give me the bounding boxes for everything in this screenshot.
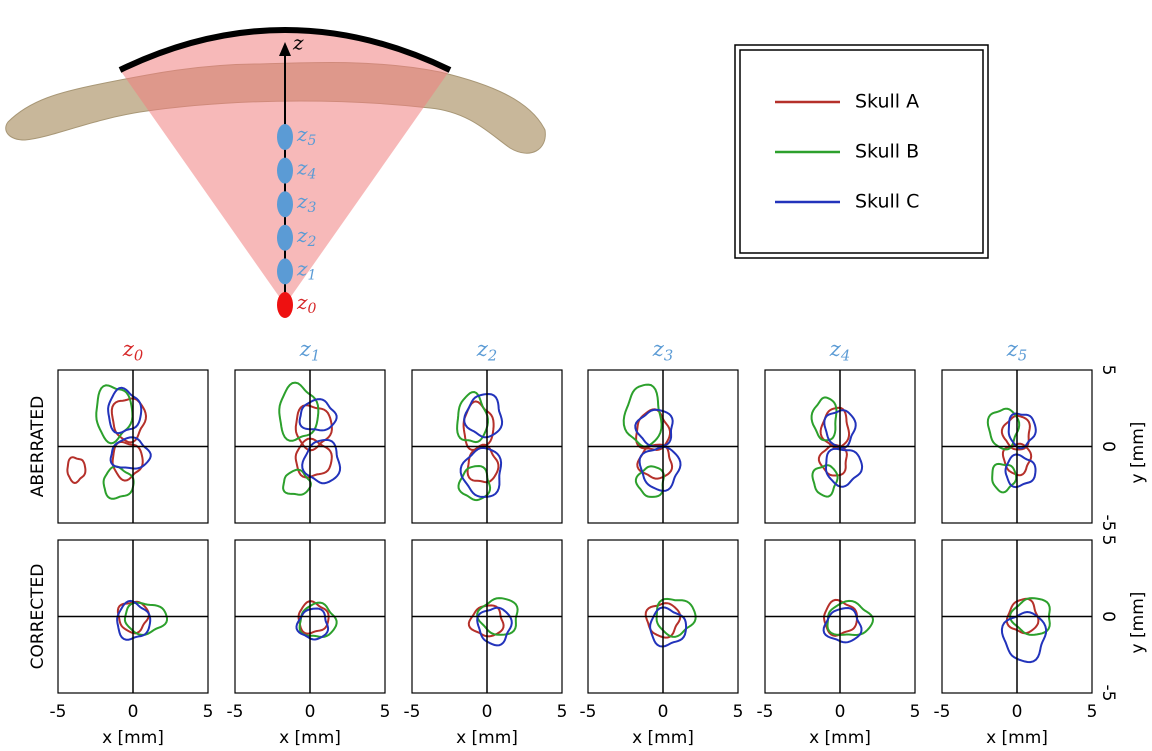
- x-axis-label: x [mm]: [456, 728, 518, 748]
- label-sub: 3: [664, 347, 673, 364]
- x-tick-label: 5: [557, 702, 568, 722]
- x-tick-label: -5: [580, 702, 597, 722]
- label-base: z: [652, 337, 665, 361]
- label-sub: 0: [308, 301, 317, 317]
- x-tick-label: 5: [1087, 702, 1098, 722]
- subscript-label: z4: [829, 337, 850, 365]
- subscript-label: z0: [122, 337, 143, 365]
- x-tick-label: 5: [203, 702, 214, 722]
- x-tick-label: -5: [404, 702, 421, 722]
- label-sub: 5: [308, 133, 317, 149]
- row-label: ABERRATED: [28, 396, 48, 498]
- focus-point: [277, 124, 293, 150]
- row-label: CORRECTED: [28, 564, 48, 670]
- label-base: z: [476, 337, 489, 361]
- subscript-label: z2: [476, 337, 497, 365]
- label-sub: 2: [487, 347, 497, 364]
- x-axis-label: x [mm]: [986, 728, 1048, 748]
- y-tick-label: 5: [1098, 535, 1118, 546]
- x-axis-label: x [mm]: [102, 728, 164, 748]
- x-tick-label: -5: [934, 702, 951, 722]
- x-tick-label: 0: [1012, 702, 1023, 722]
- x-tick-label: 5: [380, 702, 391, 722]
- x-axis-label: x [mm]: [809, 728, 871, 748]
- label-base: z: [296, 256, 308, 280]
- label-sub: 1: [308, 267, 317, 283]
- x-tick-label: 0: [482, 702, 493, 722]
- y-tick-label: -5: [1098, 515, 1118, 532]
- x-axis-label: x [mm]: [632, 728, 694, 748]
- focus-point: [277, 258, 293, 284]
- axis-label: z: [292, 31, 304, 55]
- legend-label: Skull A: [855, 91, 919, 113]
- label-base: z: [296, 290, 308, 314]
- label-sub: 1: [311, 347, 320, 364]
- y-tick-label: 0: [1098, 441, 1118, 452]
- legend-label: Skull C: [855, 191, 919, 213]
- x-tick-label: 5: [910, 702, 921, 722]
- x-tick-label: 0: [835, 702, 846, 722]
- label-base: z: [829, 337, 842, 361]
- x-tick-label: -5: [50, 702, 67, 722]
- x-tick-label: 0: [658, 702, 669, 722]
- focus-point: [277, 225, 293, 251]
- figure: z z5z4z3z2z1z0Skull ASkull BSkull Cz0ABE…: [0, 0, 1152, 751]
- y-tick-label: -5: [1098, 685, 1118, 702]
- subscript-label: z5: [1006, 337, 1027, 365]
- label-base: z: [299, 337, 312, 361]
- y-tick-label: 0: [1098, 611, 1118, 622]
- subscript-label: z3: [652, 337, 673, 365]
- label-sub: 4: [840, 347, 850, 364]
- focus-point: [277, 191, 293, 217]
- label-sub: 0: [134, 347, 143, 364]
- x-tick-label: 0: [305, 702, 316, 722]
- x-tick-label: -5: [227, 702, 244, 722]
- label-base: z: [296, 222, 308, 246]
- label-base: z: [122, 337, 135, 361]
- x-tick-label: -5: [757, 702, 774, 722]
- subscript-label: z0: [296, 290, 317, 318]
- y-axis-label: y [mm]: [1128, 592, 1148, 654]
- focus-origin: [277, 292, 293, 318]
- label-sub: 4: [307, 167, 317, 183]
- label-base: z: [296, 155, 308, 179]
- y-tick-label: 5: [1098, 365, 1118, 376]
- label-base: z: [1006, 337, 1019, 361]
- label-base: z: [296, 189, 308, 213]
- y-axis-label: y [mm]: [1128, 422, 1148, 484]
- x-axis-label: x [mm]: [279, 728, 341, 748]
- label-base: z: [296, 122, 308, 146]
- page: {"diagram": {"axis_label": "z", "focus_l…: [0, 0, 1152, 751]
- x-tick-label: 5: [733, 702, 744, 722]
- legend-label: Skull B: [855, 141, 919, 163]
- subscript-label: z1: [299, 337, 320, 365]
- label-sub: 2: [307, 234, 317, 250]
- x-tick-label: 0: [128, 702, 139, 722]
- label-sub: 5: [1018, 347, 1027, 364]
- focus-point: [277, 158, 293, 184]
- label-sub: 3: [308, 200, 317, 216]
